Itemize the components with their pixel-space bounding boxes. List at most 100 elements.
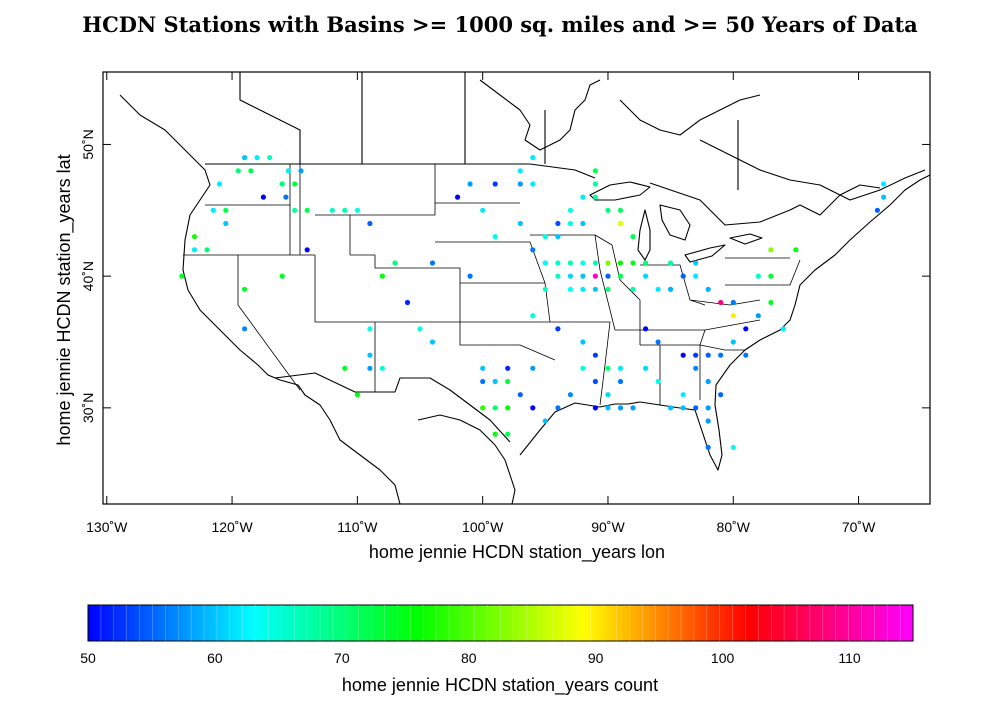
colorbar-ticks: 50 60 70 80 90 100 110: [80, 605, 901, 666]
lat-tick-label: 40˚N: [80, 261, 96, 291]
station-point: [555, 273, 561, 279]
colorbar-tick-label: 60: [207, 650, 223, 666]
coastline: [119, 94, 401, 504]
lon-axis: 130˚W 120˚W 110˚W 100˚W 90˚W 80˚W 70˚W: [86, 72, 876, 535]
station-point: [279, 181, 285, 187]
station-point: [755, 273, 761, 279]
station-point: [530, 155, 536, 161]
canada-coast: [479, 79, 926, 201]
station-point: [467, 273, 473, 279]
station-point: [379, 365, 385, 371]
station-point: [580, 260, 586, 266]
us-mexico-border: [274, 372, 511, 443]
colorbar-tick-label: 90: [588, 650, 604, 666]
station-point: [693, 273, 699, 279]
station-point: [279, 273, 285, 279]
station-point: [881, 181, 887, 187]
station-point: [718, 299, 724, 306]
station-point: [705, 378, 711, 385]
station-point: [592, 352, 599, 358]
station-point: [304, 207, 310, 213]
colorbar-tick-label: 70: [334, 650, 350, 666]
station-point: [592, 378, 599, 385]
lake-michigan: [637, 209, 651, 261]
station-point: [592, 168, 599, 174]
station-point: [768, 299, 774, 306]
colorbar: 50 60 70 80 90 100 110 home jennie HCDN statio…: [80, 604, 914, 696]
station-point: [492, 378, 498, 385]
x-axis-title: home jennie HCDN station_years lon: [369, 542, 665, 563]
station-point: [517, 181, 523, 187]
station-point: [542, 418, 548, 424]
station-point: [191, 247, 198, 253]
station-point: [718, 352, 724, 358]
lat-axis: 30˚N 40˚N 50˚N: [80, 129, 930, 423]
colorbar-tick-label: 100: [711, 650, 735, 666]
station-point: [592, 286, 599, 292]
station-point: [580, 365, 586, 371]
station-point: [592, 260, 599, 266]
station-point: [242, 155, 248, 161]
station-point: [655, 339, 661, 345]
map-title: HCDN Stations with Basins >= 1000 sq. mi…: [82, 12, 918, 37]
station-point: [530, 247, 536, 253]
station-point: [605, 365, 611, 371]
lat-tick-label: 50˚N: [80, 129, 96, 159]
station-point: [592, 273, 599, 279]
province-lines: [239, 72, 739, 190]
station-point: [292, 181, 298, 187]
station-point: [530, 181, 536, 187]
station-point: [780, 326, 787, 332]
station-point: [329, 207, 335, 213]
station-point: [680, 405, 686, 411]
station-point: [542, 234, 548, 240]
station-point: [668, 405, 674, 411]
station-point: [567, 260, 574, 266]
station-point: [367, 326, 373, 332]
station-point: [354, 207, 360, 213]
station-point: [567, 392, 574, 398]
basemap: [119, 72, 930, 504]
station-point: [242, 326, 248, 332]
lon-tick-label: 130˚W: [86, 519, 128, 535]
station-point: [693, 260, 699, 266]
station-point: [874, 207, 881, 213]
station-point: [630, 260, 636, 266]
station-point: [605, 286, 611, 292]
station-point: [680, 352, 686, 358]
station-point: [617, 378, 624, 385]
station-point: [285, 168, 291, 174]
station-point: [592, 405, 599, 411]
station-point: [592, 181, 599, 187]
station-point: [693, 405, 699, 411]
station-point: [580, 339, 586, 345]
station-point: [768, 273, 774, 279]
station-point: [617, 405, 624, 411]
station-point: [223, 220, 229, 227]
station-point: [617, 220, 624, 227]
station-point: [254, 155, 260, 161]
stations-layer: [179, 155, 887, 450]
station-point: [730, 444, 736, 450]
station-point: [680, 273, 686, 279]
station-point: [605, 405, 611, 411]
station-point: [283, 194, 289, 200]
station-point: [693, 352, 699, 358]
lake-huron: [659, 204, 691, 241]
station-point: [705, 405, 711, 411]
lake-erie: [684, 244, 726, 263]
station-point: [617, 260, 624, 266]
station-point: [292, 207, 298, 213]
station-point: [668, 286, 674, 292]
station-point: [617, 365, 624, 371]
station-point: [693, 365, 699, 371]
station-point: [555, 405, 561, 411]
station-point: [367, 352, 373, 358]
station-point: [505, 431, 511, 437]
station-point: [455, 194, 461, 200]
station-point: [668, 260, 674, 266]
station-point: [555, 220, 561, 227]
station-point: [680, 392, 686, 398]
station-point: [655, 286, 661, 292]
